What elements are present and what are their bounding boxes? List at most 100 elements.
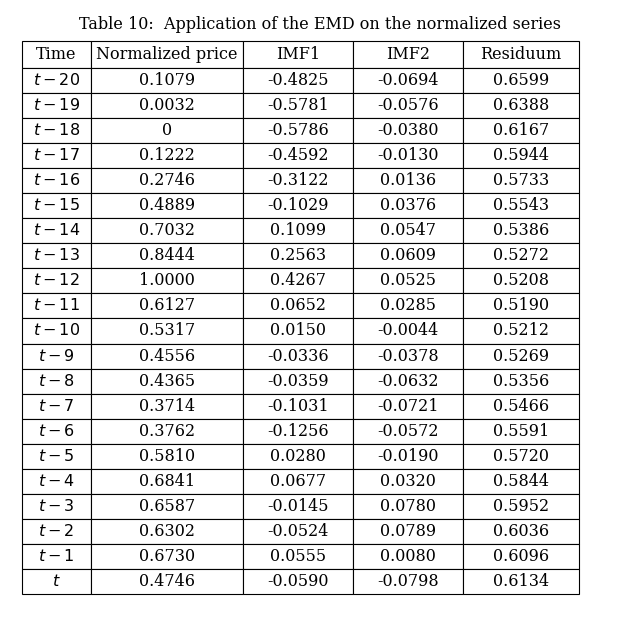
Text: 0.0677: 0.0677	[269, 473, 326, 490]
Bar	[353, 293, 463, 318]
Text: 0.5208: 0.5208	[493, 272, 549, 290]
Text: -0.1256: -0.1256	[267, 423, 328, 440]
Bar	[243, 418, 353, 444]
Bar	[91, 218, 243, 243]
Bar	[91, 418, 243, 444]
Bar	[22, 444, 91, 469]
Bar	[22, 469, 91, 494]
Bar	[243, 519, 353, 544]
Text: $t-20$: $t-20$	[33, 72, 80, 89]
Bar	[22, 293, 91, 318]
Bar	[22, 41, 91, 67]
Text: 0.6841: 0.6841	[139, 473, 195, 490]
Bar	[353, 569, 463, 594]
Bar	[22, 544, 91, 569]
Bar	[243, 268, 353, 293]
Bar	[243, 394, 353, 418]
Bar	[91, 318, 243, 344]
Text: Normalized price: Normalized price	[96, 46, 237, 63]
Bar	[91, 494, 243, 519]
Bar	[91, 394, 243, 418]
Text: 0.6096: 0.6096	[493, 548, 549, 565]
Text: 0.5190: 0.5190	[493, 297, 549, 314]
Text: -0.0145: -0.0145	[267, 498, 328, 515]
Text: $t$: $t$	[52, 573, 61, 591]
Bar	[243, 117, 353, 143]
Bar	[463, 318, 579, 344]
Bar	[463, 41, 579, 67]
Text: 0.5212: 0.5212	[493, 323, 549, 340]
Bar	[463, 494, 579, 519]
Bar	[91, 469, 243, 494]
Text: 0.6599: 0.6599	[493, 72, 549, 89]
Bar	[353, 494, 463, 519]
Bar	[243, 444, 353, 469]
Bar	[22, 494, 91, 519]
Bar	[353, 168, 463, 193]
Text: -0.1029: -0.1029	[267, 197, 328, 214]
Text: -0.5781: -0.5781	[267, 97, 328, 114]
Bar	[463, 93, 579, 117]
Bar	[22, 394, 91, 418]
Bar	[353, 41, 463, 67]
Text: -0.0572: -0.0572	[377, 423, 438, 440]
Bar	[243, 41, 353, 67]
Text: 0.0547: 0.0547	[380, 222, 436, 239]
Bar	[243, 494, 353, 519]
Bar	[22, 93, 91, 117]
Text: 0.5466: 0.5466	[493, 398, 549, 415]
Text: -0.0590: -0.0590	[267, 573, 328, 591]
Text: 0.6730: 0.6730	[139, 548, 195, 565]
Bar	[22, 344, 91, 368]
Text: 0.5844: 0.5844	[493, 473, 549, 490]
Text: -0.0380: -0.0380	[377, 122, 438, 139]
Text: $t-16$: $t-16$	[33, 172, 80, 189]
Text: 0.5591: 0.5591	[493, 423, 549, 440]
Text: 0.2563: 0.2563	[269, 247, 326, 264]
Bar	[353, 143, 463, 168]
Text: 0.1099: 0.1099	[269, 222, 326, 239]
Text: 0.5720: 0.5720	[493, 448, 549, 465]
Text: $t-14$: $t-14$	[33, 222, 80, 239]
Bar	[463, 394, 579, 418]
Text: $t-17$: $t-17$	[33, 147, 80, 164]
Text: 0.4365: 0.4365	[139, 373, 195, 390]
Bar	[243, 93, 353, 117]
Bar	[22, 268, 91, 293]
Bar	[463, 368, 579, 394]
Text: 0.5944: 0.5944	[493, 147, 549, 164]
Text: 0.6134: 0.6134	[493, 573, 549, 591]
Text: -0.0576: -0.0576	[377, 97, 438, 114]
Text: 0.5269: 0.5269	[493, 347, 549, 364]
Bar	[353, 519, 463, 544]
Text: Time: Time	[36, 46, 77, 63]
Bar	[463, 519, 579, 544]
Text: 0.4889: 0.4889	[139, 197, 195, 214]
Bar	[243, 67, 353, 93]
Text: -0.0524: -0.0524	[267, 523, 328, 540]
Bar	[243, 293, 353, 318]
Text: 0: 0	[162, 122, 172, 139]
Text: $t-6$: $t-6$	[38, 423, 75, 440]
Text: -0.0798: -0.0798	[377, 573, 438, 591]
Text: $t-1$: $t-1$	[38, 548, 75, 565]
Bar	[353, 544, 463, 569]
Bar	[91, 67, 243, 93]
Bar	[463, 143, 579, 168]
Text: -0.0044: -0.0044	[377, 323, 438, 340]
Bar	[91, 569, 243, 594]
Bar	[22, 318, 91, 344]
Bar	[463, 569, 579, 594]
Text: 0.0136: 0.0136	[380, 172, 436, 189]
Text: 0.0150: 0.0150	[269, 323, 326, 340]
Bar	[463, 293, 579, 318]
Bar	[91, 117, 243, 143]
Text: Table 10:  Application of the EMD on the normalized series: Table 10: Application of the EMD on the …	[79, 16, 561, 33]
Text: 0.8444: 0.8444	[139, 247, 195, 264]
Bar	[353, 93, 463, 117]
Text: 0.0525: 0.0525	[380, 272, 436, 290]
Text: 0.0285: 0.0285	[380, 297, 436, 314]
Text: 0.3762: 0.3762	[139, 423, 195, 440]
Text: 0.6302: 0.6302	[139, 523, 195, 540]
Text: -0.0359: -0.0359	[267, 373, 328, 390]
